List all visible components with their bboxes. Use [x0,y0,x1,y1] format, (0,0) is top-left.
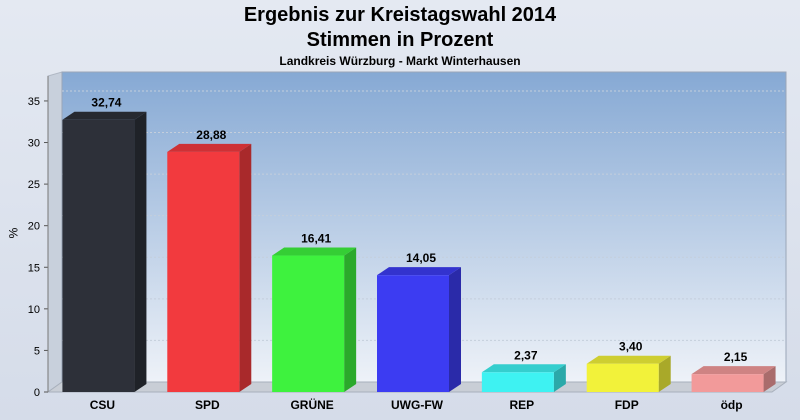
y-tick-label: 20 [28,221,40,233]
bar-top [272,247,357,256]
bar-top [691,366,776,375]
y-tick-label: 35 [28,96,40,108]
x-tick-label: REP [510,398,535,412]
bar-side [344,247,357,392]
bar [377,275,449,392]
bar-top [481,364,566,373]
y-tick-label: 15 [28,262,40,274]
bar-value-label: 16,41 [301,232,331,246]
bar-value-label: 28,88 [196,128,226,142]
chart-title: Ergebnis zur Kreistagswahl 2014 [243,4,557,26]
bar-value-label: 2,15 [724,350,748,364]
x-tick-label: ödp [721,398,743,412]
x-tick-label: GRÜNE [290,397,333,412]
bar [481,372,554,392]
bar [272,255,345,392]
bar-value-label: 2,37 [514,348,538,362]
bar-side [763,366,776,392]
bar-side [553,364,566,392]
bar-top [586,355,671,364]
x-tick-label: CSU [90,398,115,412]
bar [691,374,764,392]
bar-side [449,267,461,392]
chart-subtitle: Stimmen in Prozent [306,29,494,51]
x-tick-label: FDP [615,398,639,412]
y-tick-label: 5 [34,345,40,357]
chart-caption: Landkreis Würzburg - Markt Winterhausen [279,54,521,68]
bar-top [62,111,147,120]
bar-top [167,143,252,152]
y-tick-label: 0 [34,387,40,399]
bar-side [658,355,671,392]
plot-left-wall [47,71,63,393]
bar-value-label: 3,40 [619,340,643,354]
bar [62,119,135,392]
bar-top [377,267,461,276]
bar-value-label: 32,74 [91,96,121,110]
bar-value-label: 14,05 [406,251,436,265]
x-tick-label: UWG-FW [391,398,444,412]
bar-side [239,143,252,392]
y-tick-label: 25 [28,179,40,191]
bar [167,151,240,392]
x-tick-label: SPD [195,398,220,412]
y-tick-label: 30 [28,138,40,150]
y-tick-label: 10 [28,304,40,316]
bar-side [134,111,147,392]
bar [586,363,659,392]
